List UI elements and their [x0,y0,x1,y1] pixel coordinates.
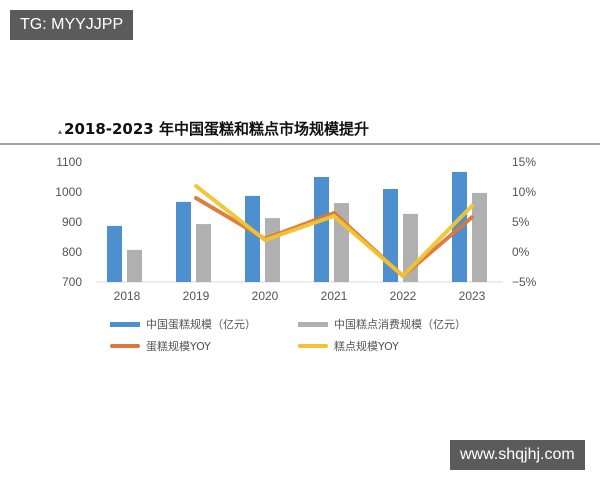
bar [196,224,211,282]
title-bullet-icon: ▴ [58,127,63,136]
x-tick: 2020 [252,289,279,303]
line-series [194,184,474,278]
legend-swatch-orange [110,344,140,348]
chart-title: ▴ 2018-2023 年中国蛋糕和糕点市场规模提升 [58,118,369,139]
y-right-tick: 15% [512,155,536,169]
bar [107,225,122,282]
legend-swatch-blue [110,321,140,327]
x-tick: 2022 [390,289,417,303]
left-y-axis: 1100 1000 900 800 700 [55,155,82,289]
watermark-bottom-right: www.shqjhj.com [450,440,585,470]
bar [127,249,142,282]
bar [265,218,280,282]
x-tick: 2018 [114,289,141,303]
y-left-tick: 800 [62,245,82,259]
y-left-tick: 1100 [56,155,82,169]
bar [176,201,191,282]
x-tick: 2021 [321,289,348,303]
x-tick: 2023 [459,289,486,303]
x-axis: 2018 2019 2020 2021 2022 2023 [114,289,486,303]
y-left-tick: 1000 [55,185,82,199]
right-y-axis: 15% 10% 5% 0% −5% [512,155,537,289]
x-tick: 2019 [183,289,210,303]
bar-series [107,171,487,282]
legend-label: 中国糕点消费规模（亿元） [334,318,466,331]
yoy-line [194,184,474,278]
y-left-tick: 900 [62,215,82,229]
y-right-tick: 0% [512,245,530,259]
bar [245,195,260,282]
y-right-tick: −5% [512,275,537,289]
legend-item-snack-yoy: 糕点规模YOY [298,338,399,354]
watermark-top-left: TG: MYYJJPP [10,10,134,40]
legend-swatch-gray [298,321,328,327]
bar [314,177,329,282]
legend-swatch-yellow [298,344,328,348]
bar [472,192,487,282]
legend-label: 糕点规模YOY [334,340,399,353]
legend-item-cake-size: 中国蛋糕规模（亿元） [110,316,256,332]
legend-item-snack-size: 中国糕点消费规模（亿元） [298,316,466,332]
yoy-line [194,196,474,278]
y-left-tick: 700 [62,275,82,289]
y-right-tick: 10% [512,185,536,199]
legend-item-cake-yoy: 蛋糕规模YOY [110,338,211,354]
title-divider [0,143,600,145]
legend-label: 中国蛋糕规模（亿元） [146,318,256,331]
y-right-tick: 5% [512,215,530,229]
chart-title-text: 2018-2023 年中国蛋糕和糕点市场规模提升 [64,120,369,138]
legend-label: 蛋糕规模YOY [146,340,211,353]
